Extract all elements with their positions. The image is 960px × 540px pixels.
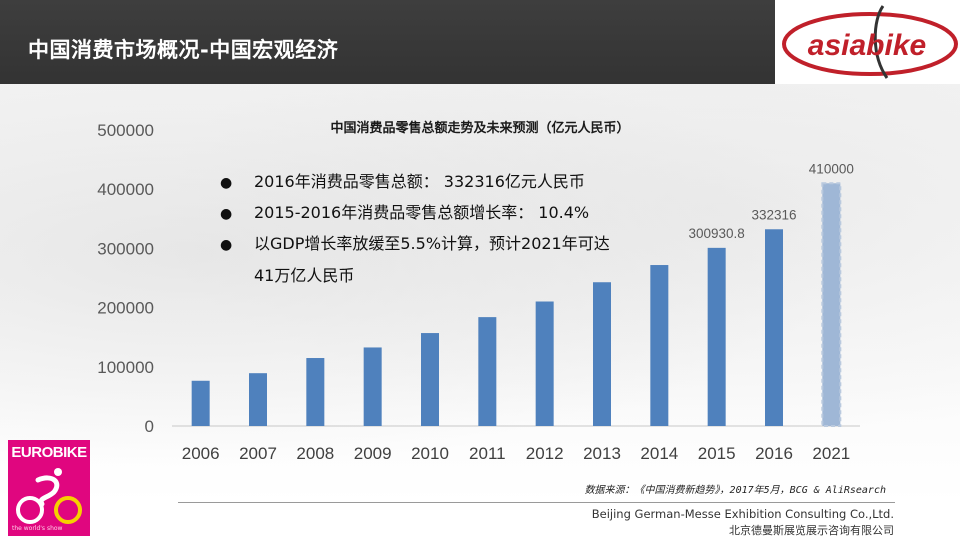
x-tick-label: 2011 (469, 444, 506, 463)
y-tick-label: 400000 (97, 180, 154, 199)
bullet-dot-icon: ● (220, 175, 233, 191)
x-tick-label: 2013 (583, 444, 621, 463)
x-tick-label: 2008 (296, 444, 334, 463)
data-label: 332316 (751, 207, 796, 222)
asiabike-logo-icon: asiabike (782, 5, 958, 79)
data-source: 数据来源：《中国消费新趋势》，2017年5月，BCG & AliRsearch (584, 485, 886, 496)
bullet-text: 2015-2016年消费品零售总额增长率： 10.4% (254, 203, 590, 222)
x-tick-label: 2012 (526, 444, 564, 463)
data-label: 300930.8 (689, 226, 745, 241)
x-tick-label: 2016 (755, 444, 793, 463)
eurobike-logo-text: EUROBIKE (11, 444, 87, 461)
header-bar: 中国消费市场概况-中国宏观经济 (0, 0, 775, 84)
footer-divider (178, 502, 895, 503)
bar (707, 247, 726, 426)
bar (421, 333, 439, 426)
page-title: 中国消费市场概况-中国宏观经济 (28, 38, 339, 62)
bullet-dot-icon: ● (220, 206, 233, 222)
company-name-cn: 北京德曼斯展览展示咨询有限公司 (729, 524, 894, 537)
y-tick-label: 300000 (97, 239, 154, 258)
bar (249, 373, 267, 426)
bar (478, 317, 497, 426)
x-tick-label: 2006 (182, 444, 220, 463)
bar (306, 358, 325, 426)
y-tick-label: 100000 (97, 358, 154, 377)
eurobike-tagline: the world's show (12, 525, 63, 532)
asiabike-logo-text: asiabike (808, 29, 926, 62)
data-label: 410000 (809, 161, 854, 176)
bullet-text: 2016年消费品零售总额： 332316亿元人民币 (254, 172, 585, 191)
bullet-item: ● 2016年消费品零售总额： 332316亿元人民币 (218, 172, 688, 192)
y-tick-label: 0 (145, 417, 154, 436)
y-tick-label: 200000 (97, 299, 154, 318)
bar (535, 301, 554, 426)
bullet-text: 以GDP增长率放缓至5.5%计算，预计2021年可达 (254, 234, 610, 253)
company-name-en: Beijing German-Messe Exhibition Consulti… (591, 507, 894, 521)
bar (593, 282, 611, 426)
asiabike-logo: asiabike (775, 0, 960, 84)
bullet-dot-icon: ● (220, 237, 233, 253)
bar (191, 380, 210, 426)
bullet-item: ● 2015-2016年消费品零售总额增长率： 10.4% (218, 203, 688, 223)
bar (650, 265, 669, 426)
forecast-bar (821, 182, 842, 427)
eurobike-logo: EUROBIKE the world's show (8, 440, 90, 536)
chart-title: 中国消费品零售总额走势及未来预测（亿元人民币） (330, 121, 630, 136)
x-tick-label: 2007 (239, 444, 277, 463)
bullet-text-continuation: 41万亿人民币 (254, 266, 355, 285)
bullet-item: ● 以GDP增长率放缓至5.5%计算，预计2021年可达 41万亿人民币 (218, 234, 688, 286)
bar (765, 229, 783, 426)
x-tick-label: 2015 (698, 444, 736, 463)
x-tick-label: 2009 (354, 444, 392, 463)
x-tick-label: 2014 (640, 444, 678, 463)
background-pattern (0, 84, 960, 504)
bullet-list: ● 2016年消费品零售总额： 332316亿元人民币 ● 2015-2016年… (218, 172, 688, 297)
cyclist-icon (16, 468, 82, 524)
y-tick-label: 500000 (97, 121, 154, 140)
bar (363, 347, 382, 426)
x-tick-label: 2021 (812, 444, 850, 463)
x-tick-label: 2010 (411, 444, 449, 463)
